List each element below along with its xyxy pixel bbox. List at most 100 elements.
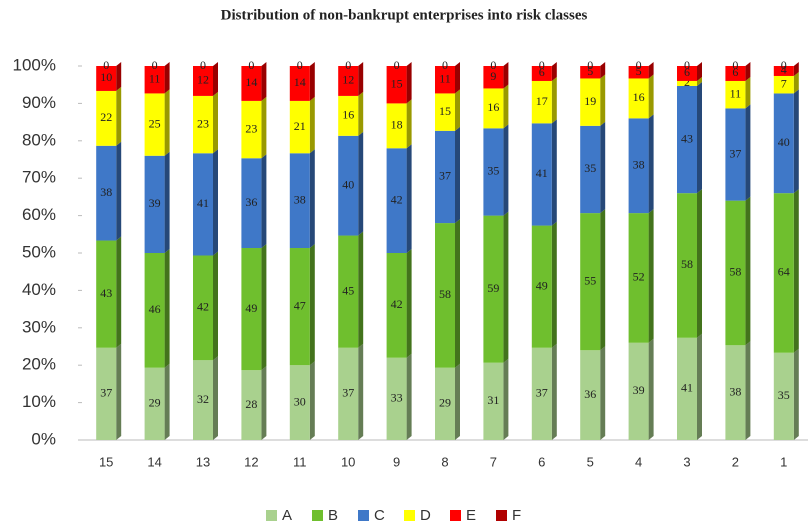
bar-segment [193, 153, 213, 256]
value-label: 58 [729, 265, 741, 279]
bar-segment [677, 66, 697, 81]
x-tick-label: 13 [196, 454, 210, 469]
bar-side [455, 363, 460, 440]
bar-side [455, 62, 460, 94]
bar-segment [580, 78, 601, 126]
bar-segment [628, 342, 649, 440]
legend-swatch [404, 510, 415, 521]
bar-side [358, 343, 364, 440]
bar-side [745, 341, 751, 440]
x-tick-label: 10 [341, 454, 355, 469]
bar-segment [96, 145, 117, 241]
bar-side [551, 76, 557, 124]
bar-segment [531, 80, 552, 124]
bar-segment [144, 93, 165, 156]
bar-side [455, 126, 460, 224]
value-label: 45 [342, 283, 354, 297]
value-label: 0 [200, 58, 206, 72]
legend-swatch [312, 510, 323, 521]
value-label: 37 [536, 386, 548, 400]
bar-side [164, 249, 170, 368]
value-label: 46 [149, 302, 161, 316]
value-label: 37 [100, 386, 112, 400]
value-label: 40 [778, 135, 790, 149]
value-label: 43 [681, 131, 693, 145]
bar-side [455, 219, 460, 368]
bar-side [358, 131, 364, 236]
value-label: 10 [100, 70, 112, 84]
value-label: 39 [149, 196, 161, 210]
value-label: 19 [584, 94, 596, 108]
bar-side [406, 62, 412, 104]
x-tick-label: 4 [635, 454, 642, 469]
value-label: 5 [636, 64, 642, 78]
value-label: 52 [633, 270, 645, 284]
value-label: 59 [487, 281, 499, 295]
value-label: 0 [587, 58, 593, 72]
bar-side [116, 343, 122, 440]
value-label: 58 [439, 287, 451, 301]
bar-segment [677, 85, 697, 194]
value-label: 0 [636, 58, 642, 72]
bar-segment [338, 347, 359, 440]
bar-side [648, 338, 654, 440]
value-label: 37 [729, 146, 741, 160]
bar-segment [96, 66, 117, 91]
bar-segment [193, 360, 213, 440]
bar-side [551, 221, 557, 348]
value-label: 0 [490, 58, 496, 72]
value-label: 0 [684, 58, 690, 72]
bar-side [261, 96, 267, 159]
bar-segment [628, 66, 649, 79]
bar-side [116, 236, 122, 348]
value-label: 58 [681, 257, 693, 271]
value-label: 0 [297, 58, 303, 72]
value-label: 0 [152, 58, 158, 72]
bar-segment [241, 370, 262, 440]
value-label: 32 [197, 392, 209, 406]
bar-segment [241, 66, 262, 101]
bar-segment [338, 135, 359, 236]
value-label: 29 [439, 396, 451, 410]
bar-segment [338, 95, 359, 136]
bar-segment [725, 200, 746, 346]
bar-segment [96, 240, 117, 348]
bar-side [164, 151, 170, 253]
value-label: 49 [245, 301, 257, 315]
value-label: 18 [391, 118, 403, 132]
bar-segment [531, 66, 552, 81]
bar-side [745, 62, 751, 81]
bar-side [745, 196, 751, 346]
bar-side [406, 99, 412, 149]
bar-segment [241, 100, 262, 159]
x-tick-label: 11 [293, 454, 307, 469]
value-label: 41 [536, 166, 548, 180]
value-label: 23 [197, 116, 209, 130]
bar-segment [483, 66, 504, 89]
x-tick-label: 1 [780, 454, 787, 469]
value-label: 40 [342, 177, 354, 191]
y-tick-label: 0% [31, 429, 56, 448]
value-label: 31 [487, 393, 499, 407]
bar-segment [144, 253, 165, 368]
value-label: 42 [391, 297, 403, 311]
value-label: 15 [439, 104, 451, 118]
value-label: 4 [781, 63, 787, 77]
value-label: 38 [294, 192, 306, 206]
bar-segment [289, 66, 310, 101]
y-tick-label: 70% [22, 168, 56, 187]
value-label: 2 [684, 75, 690, 89]
value-label: 36 [584, 387, 596, 401]
bar-side [164, 62, 170, 94]
bar-side [213, 251, 218, 361]
value-label: 0 [103, 58, 109, 72]
y-tick-label: 60% [22, 205, 56, 224]
legend-swatch [266, 510, 277, 521]
x-tick-label: 7 [490, 454, 497, 469]
value-label: 43 [100, 286, 112, 300]
bar-side [600, 346, 606, 440]
y-tick-label: 100% [13, 55, 56, 74]
value-label: 23 [245, 121, 257, 135]
value-label: 64 [778, 265, 790, 279]
bar-side [309, 244, 315, 366]
